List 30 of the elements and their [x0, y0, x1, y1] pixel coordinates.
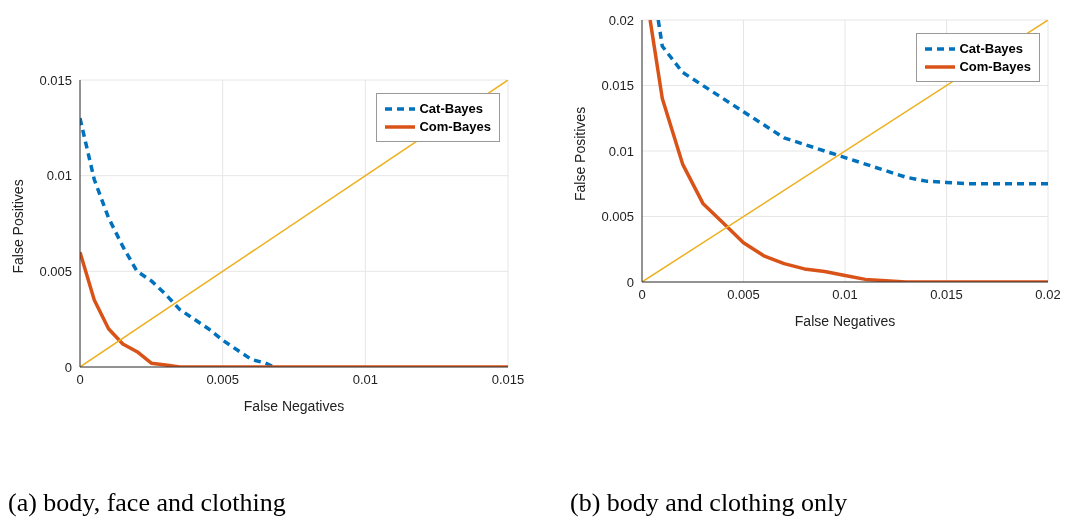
y-tick-label: 0.005 — [601, 209, 634, 225]
text: (b) body and clothing only — [570, 488, 848, 518]
x-tick-label: 0.015 — [930, 287, 963, 303]
legend-label: Cat-Bayes — [959, 41, 1024, 56]
legend-label: Com-Bayes — [419, 119, 491, 134]
x-tick-label: 0.02 — [1035, 287, 1061, 303]
line-series — [656, 20, 1048, 186]
x-tick-label: 0.01 — [832, 287, 858, 303]
y-tick-label: 0.005 — [39, 263, 72, 279]
line-series — [80, 116, 276, 367]
y-tick-label: 0 — [64, 359, 72, 375]
y-tick-label: 0.015 — [601, 78, 634, 94]
legend-label: Cat-Bayes — [419, 101, 484, 116]
x-axis-title: False Negatives — [243, 398, 345, 414]
x-tick-label: 0.005 — [206, 372, 239, 388]
y-tick-label: 0.01 — [608, 143, 634, 159]
y-tick-label: 0.01 — [46, 168, 72, 184]
x-tick-label: 0.01 — [352, 372, 378, 388]
x-tick-label: 0 — [76, 372, 84, 388]
y-axis-title: False Positives — [9, 179, 26, 274]
y-tick-label: 0.015 — [39, 72, 72, 88]
y-tick-label: 0 — [626, 274, 634, 290]
y-tick-label: 0.02 — [608, 12, 634, 28]
x-tick-label: 0.005 — [727, 287, 760, 303]
x-axis-title: False Negatives — [794, 313, 896, 329]
x-tick-label: 0 — [638, 287, 646, 303]
text: (a) body, face and clothing — [8, 488, 286, 518]
x-tick-label: 0.015 — [491, 372, 525, 388]
y-axis-title: False Positives — [571, 106, 588, 201]
legend-label: Com-Bayes — [959, 59, 1031, 74]
